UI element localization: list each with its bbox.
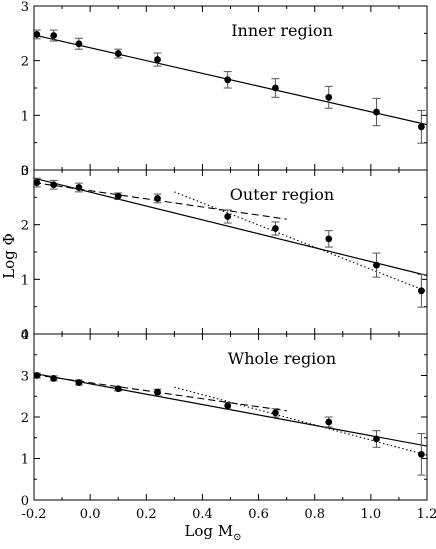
x-tick-label: 0.4	[192, 507, 213, 522]
fit-line-solid	[33, 177, 428, 277]
data-point	[154, 195, 161, 202]
y-tick-label: 3	[21, 370, 29, 385]
y-tick-label: 0	[21, 164, 29, 179]
data-point	[154, 388, 161, 396]
x-tick-label: 1.0	[361, 507, 382, 522]
panel-3: 0 1 2 3 4 Whole region	[21, 328, 428, 509]
data-point	[417, 123, 425, 131]
data-point	[224, 213, 232, 220]
y-tick-label: 2	[21, 55, 29, 70]
data-point	[50, 181, 58, 189]
data-point	[114, 385, 122, 393]
y-tick-label: 1	[21, 109, 29, 124]
y-tick-label: 0	[21, 494, 29, 509]
panel-1: 0 1 2 3 Inner region	[21, 0, 428, 179]
panel-2: 0 1 2 3 Outer region	[21, 164, 428, 343]
y-tick-label: 1	[21, 453, 29, 468]
y-axis-label: Log Φ	[0, 233, 18, 279]
panel-title: Outer region	[230, 185, 334, 204]
panel-title: Whole region	[228, 349, 336, 368]
data-point	[272, 409, 279, 417]
x-axis-label: Log M⊙	[184, 522, 241, 543]
data-point	[272, 225, 279, 232]
fit-line-solid	[33, 372, 428, 447]
fit-line-dotted	[174, 191, 428, 292]
x-tick-label: 1.2	[417, 507, 436, 522]
y-tick-label: 2	[21, 411, 29, 426]
y-tick-label: 4	[21, 328, 29, 343]
data-point	[75, 40, 83, 48]
data-point	[272, 84, 279, 92]
data-point	[325, 235, 333, 243]
data-point	[373, 108, 380, 116]
x-tick-label: 0.0	[80, 507, 101, 522]
data-point	[33, 372, 41, 379]
x-tick-label: 0.6	[248, 507, 269, 522]
x-tick-label: 0.2	[136, 507, 157, 522]
data-point	[75, 184, 83, 191]
x-axis-label-main: Log M	[184, 522, 233, 540]
y-tick-label: 1	[21, 273, 29, 288]
data-point	[33, 179, 41, 186]
data-point	[325, 418, 333, 426]
y-tick-label: 2	[21, 219, 29, 234]
data-point	[224, 402, 232, 410]
y-tick-label: 3	[21, 0, 29, 15]
data-point	[75, 379, 83, 386]
fit-line-dashed	[33, 182, 287, 220]
fit-line-dotted	[174, 386, 428, 456]
data-point	[50, 375, 58, 382]
data-point	[50, 32, 58, 39]
x-tick-label: 0.8	[304, 507, 325, 522]
data-point	[154, 56, 161, 63]
x-axis-label-subscript: ⊙	[233, 532, 241, 543]
data-point	[33, 31, 41, 38]
data-point	[325, 93, 333, 101]
y-tick-label: 0	[21, 328, 29, 343]
y-tick-label: 3	[21, 164, 29, 179]
data-point	[373, 435, 380, 443]
data-point	[417, 287, 425, 295]
panel-title: Inner region	[231, 21, 333, 40]
data-point	[114, 50, 122, 57]
data-point	[224, 76, 232, 84]
data-point	[114, 192, 122, 200]
x-tick-label: -0.2	[21, 507, 46, 522]
data-point	[373, 261, 380, 269]
data-point	[417, 450, 425, 458]
